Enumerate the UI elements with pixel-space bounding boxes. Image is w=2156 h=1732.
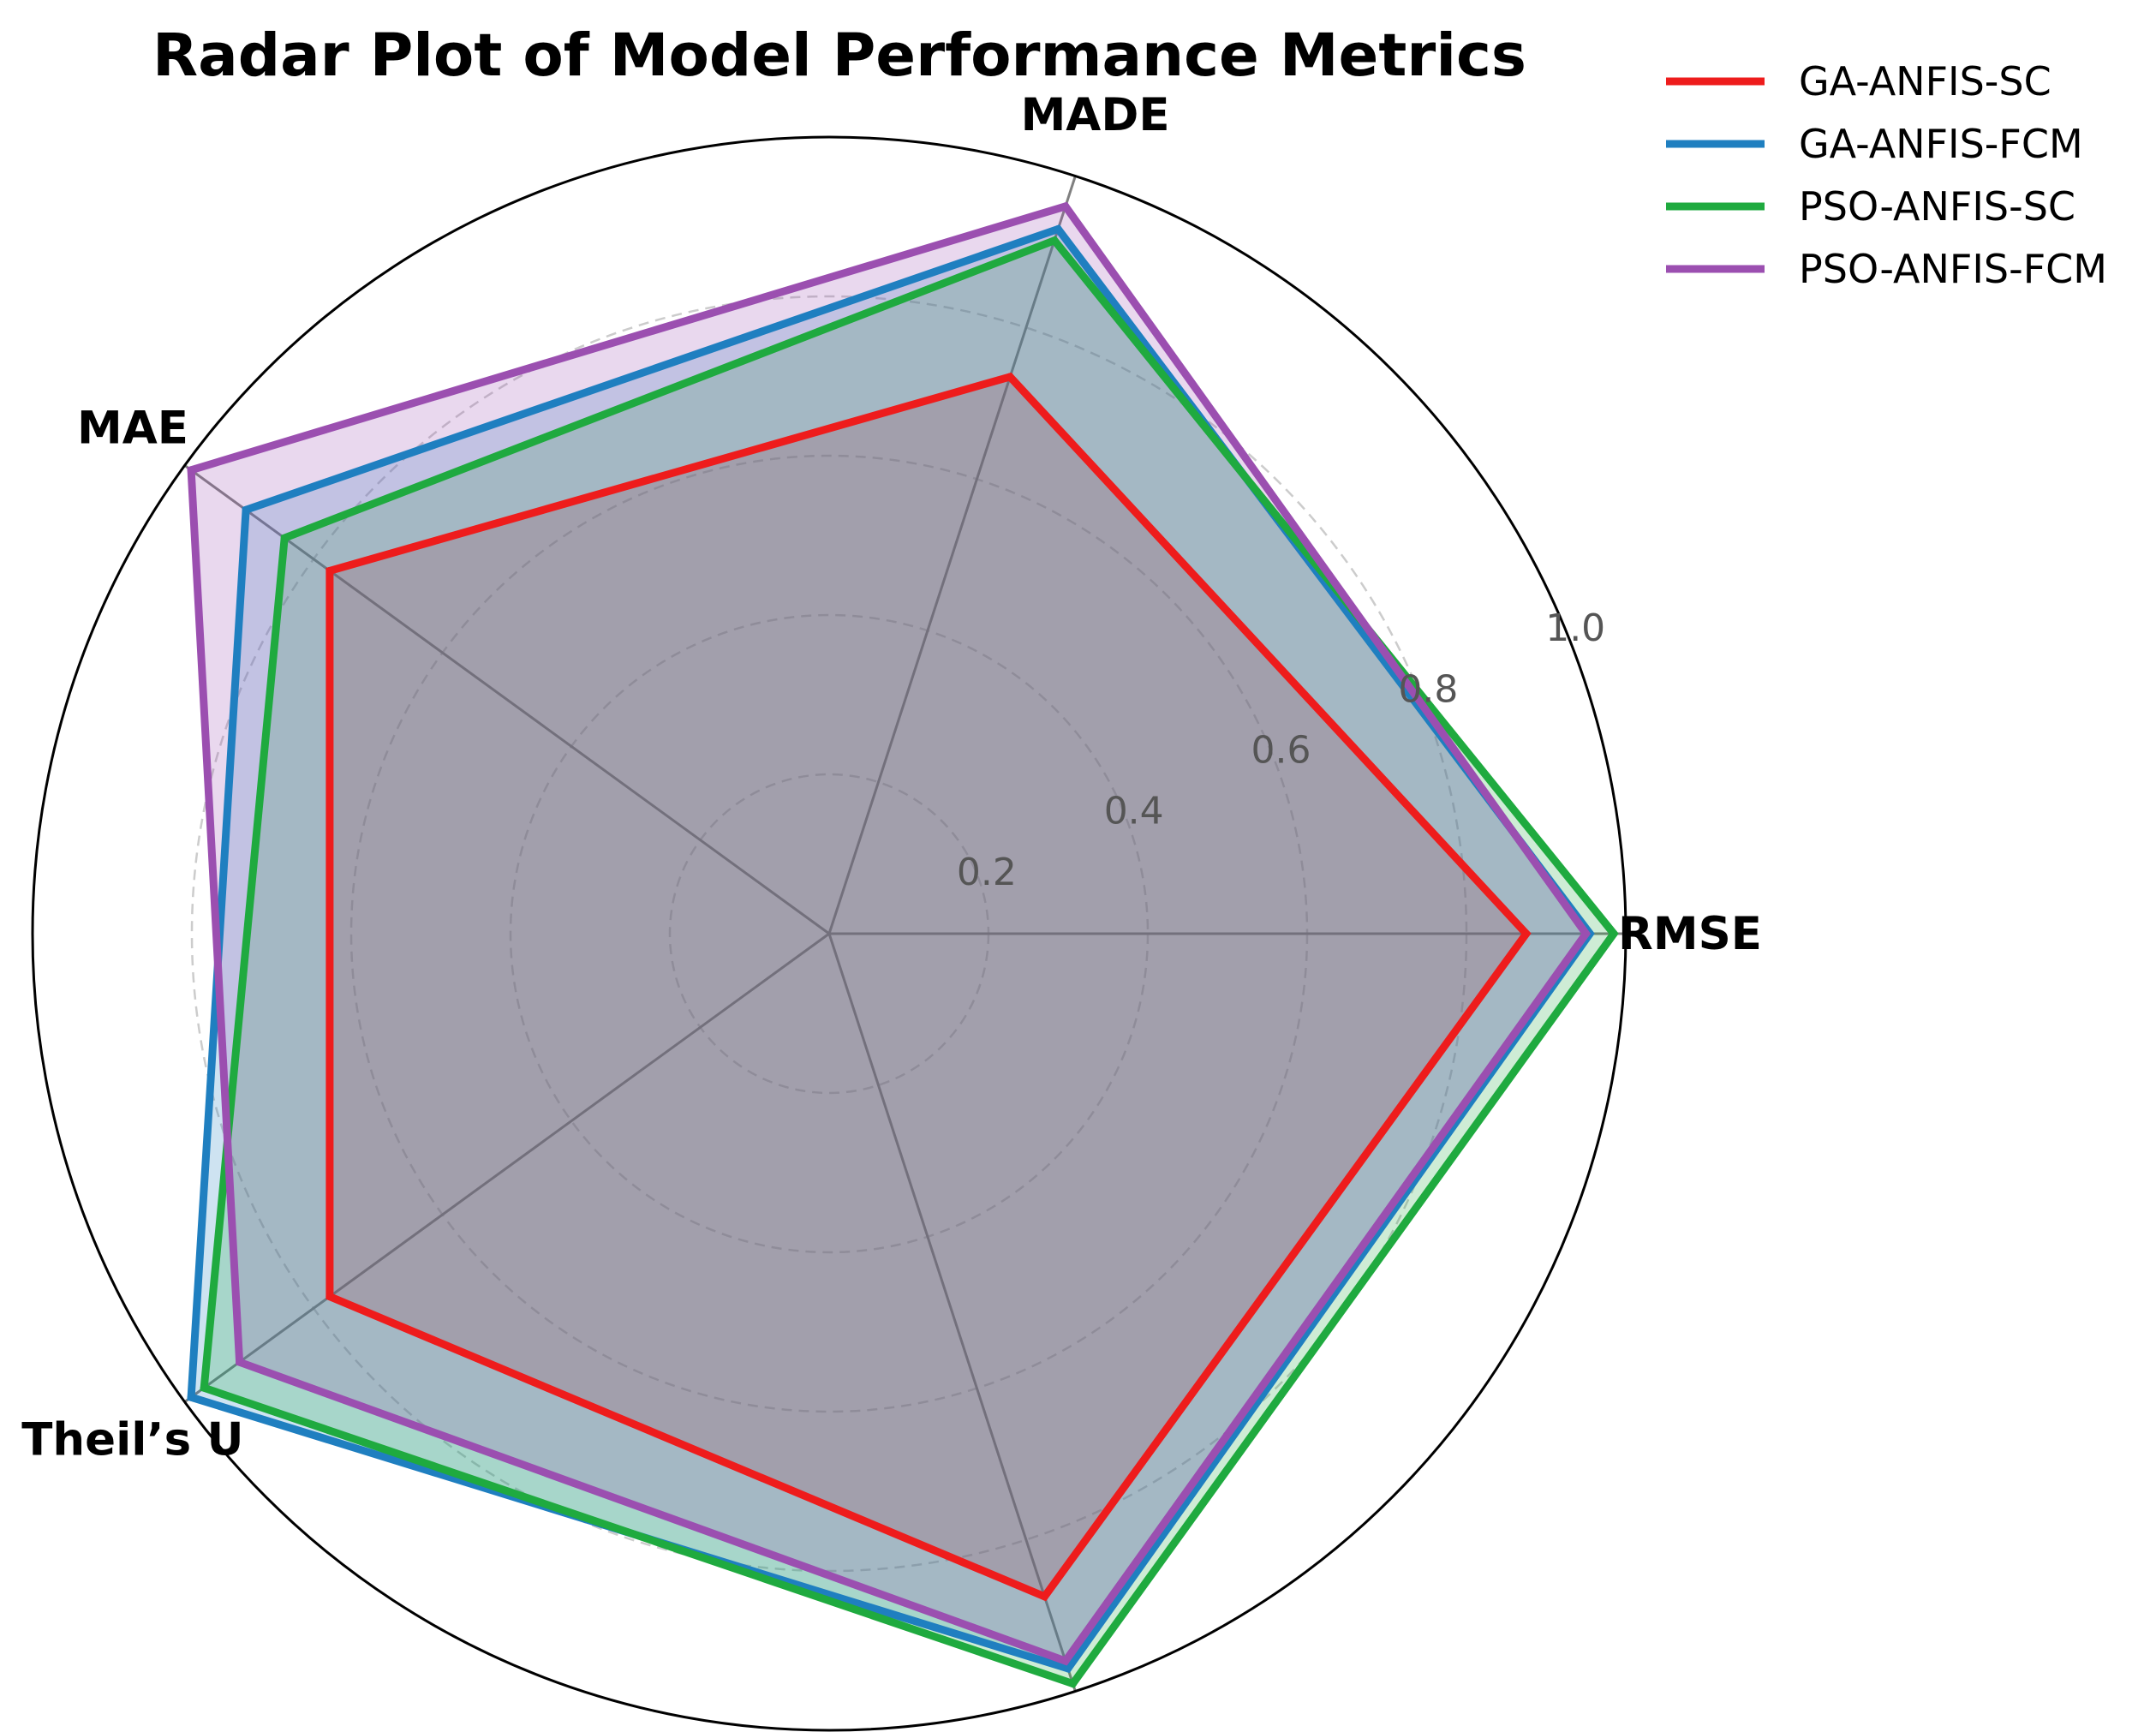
axis-label-1: RMSE xyxy=(1618,908,1762,960)
series-point-3-4 xyxy=(200,1383,208,1392)
series-point-3-1 xyxy=(1610,929,1618,938)
legend-label-3: PSO-ANFIS-SC xyxy=(1799,183,2075,230)
series-fill-3 xyxy=(204,240,1615,1684)
r-tick-label-4: 0.8 xyxy=(1398,667,1458,711)
grid-layer xyxy=(31,135,1627,1732)
r-tick-label-3: 0.6 xyxy=(1251,728,1311,772)
series-point-1-3 xyxy=(325,566,334,575)
legend-label-2: GA-ANFIS-FCM xyxy=(1799,121,2083,167)
r-tick-label-1: 0.2 xyxy=(957,851,1017,894)
series-fill-1 xyxy=(329,376,1526,1597)
chart-title: Radar Plot of Model Performance Metrics xyxy=(152,21,1526,90)
spoke-5 xyxy=(827,933,1077,1692)
series-line-3 xyxy=(200,236,1619,1688)
r-tick-label-2: 0.4 xyxy=(1104,790,1164,833)
series-point-1-2 xyxy=(1006,373,1014,381)
r-tick-label-5: 1.0 xyxy=(1545,606,1605,650)
series-point-4-3 xyxy=(187,466,195,475)
spoke-3 xyxy=(183,464,830,935)
series-point-2-3 xyxy=(242,505,250,514)
series-point-4-2 xyxy=(1061,202,1070,211)
series-line-1 xyxy=(325,372,1532,1602)
series-point-4-1 xyxy=(1582,929,1590,938)
series-point-4-4 xyxy=(236,1358,244,1366)
series-point-3-2 xyxy=(1050,236,1059,245)
series-point-4-5 xyxy=(1061,1657,1070,1665)
axis-label-2: MADE xyxy=(1021,89,1170,141)
series-point-1-4 xyxy=(325,1293,334,1301)
legend-label-1: GA-ANFIS-SC xyxy=(1799,58,2051,105)
axis-label-3: MAE xyxy=(77,402,188,454)
series-point-2-4 xyxy=(187,1393,195,1401)
series-fill-2 xyxy=(191,229,1591,1669)
series-point-1-5 xyxy=(1041,1592,1048,1601)
series-point-2-5 xyxy=(1064,1664,1072,1673)
series-layer xyxy=(187,201,1619,1688)
series-fill-4 xyxy=(191,206,1586,1662)
axis-label-4: Theil’s U xyxy=(21,1414,243,1466)
series-point-1-1 xyxy=(1522,929,1531,938)
spoke-4 xyxy=(183,932,830,1403)
legend-label-4: PSO-ANFIS-FCM xyxy=(1799,246,2107,292)
series-point-3-5 xyxy=(1069,1680,1077,1688)
series-line-4 xyxy=(187,201,1592,1666)
legend: GA-ANFIS-SC GA-ANFIS-FCM PSO-ANFIS-SC PSO-A… xyxy=(1666,58,2107,292)
axis-label-5: Std Dev xyxy=(994,1727,1195,1732)
series-point-3-3 xyxy=(280,534,289,542)
outer-frame xyxy=(31,135,1627,1732)
label-layer: 0.2 0.4 0.6 0.8 1.0 RMSE MADE MAE Theil’s U Std D… xyxy=(21,89,1762,1732)
spoke-2 xyxy=(827,176,1077,935)
series-point-2-2 xyxy=(1054,224,1062,233)
